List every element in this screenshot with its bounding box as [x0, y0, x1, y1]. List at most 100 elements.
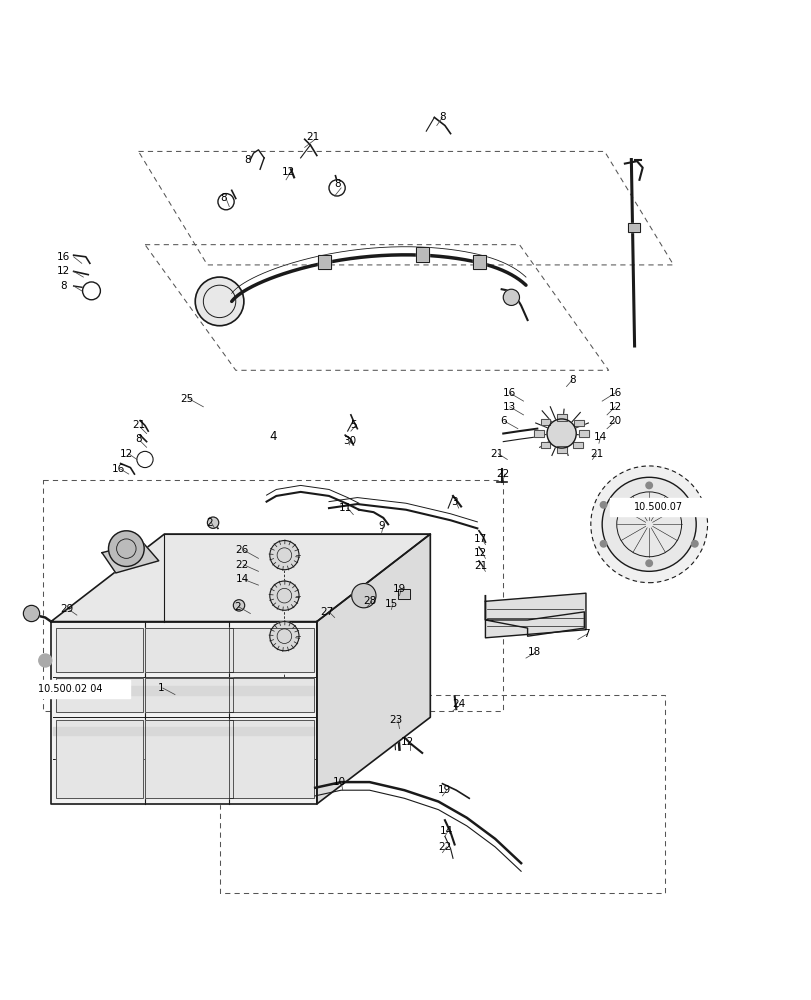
Text: 21: 21	[131, 420, 145, 430]
Text: 12: 12	[607, 402, 621, 412]
Text: 22: 22	[496, 469, 509, 479]
Text: 21: 21	[474, 561, 487, 571]
Text: 16: 16	[111, 464, 125, 474]
Circle shape	[39, 654, 52, 667]
Circle shape	[328, 180, 345, 196]
Bar	[56, 678, 144, 712]
Bar	[56, 628, 144, 672]
Text: 30: 30	[342, 436, 355, 446]
Text: 21: 21	[490, 449, 503, 459]
Bar	[145, 628, 232, 672]
Text: 21: 21	[306, 132, 319, 142]
Bar	[56, 720, 144, 798]
Polygon shape	[485, 593, 586, 638]
Bar	[229, 678, 314, 712]
Bar	[229, 720, 314, 798]
Text: 19: 19	[438, 785, 451, 795]
Bar	[556, 414, 566, 421]
Bar	[54, 686, 314, 695]
Bar	[556, 414, 566, 421]
Bar	[572, 442, 581, 448]
Text: 9: 9	[378, 521, 384, 531]
Bar	[229, 628, 314, 672]
Circle shape	[645, 482, 651, 489]
Text: 23: 23	[389, 715, 402, 725]
Text: 24: 24	[452, 699, 465, 709]
Text: 25: 25	[180, 394, 194, 404]
Bar	[145, 628, 232, 672]
Bar	[56, 720, 144, 798]
Text: 26: 26	[235, 545, 249, 555]
Text: 8: 8	[220, 193, 226, 203]
Circle shape	[599, 541, 606, 547]
Text: 2: 2	[206, 518, 212, 528]
Circle shape	[24, 605, 40, 622]
Circle shape	[691, 502, 697, 508]
Polygon shape	[485, 596, 584, 636]
Text: 6: 6	[500, 416, 506, 426]
Text: 8: 8	[244, 155, 251, 165]
Bar	[610, 498, 706, 516]
Bar	[416, 247, 429, 262]
Bar	[572, 442, 581, 448]
Circle shape	[269, 622, 298, 651]
Bar	[556, 446, 566, 453]
Text: 8: 8	[569, 375, 575, 385]
Bar	[258, 425, 286, 448]
Polygon shape	[102, 542, 159, 573]
Circle shape	[351, 583, 375, 608]
Text: 4: 4	[268, 430, 276, 443]
Bar	[56, 628, 144, 672]
Bar	[318, 255, 331, 269]
Circle shape	[599, 502, 606, 508]
Circle shape	[269, 541, 298, 570]
Circle shape	[109, 531, 144, 566]
Bar	[573, 420, 583, 426]
Bar	[540, 442, 550, 448]
Circle shape	[269, 581, 298, 610]
Bar	[397, 589, 410, 599]
Bar	[540, 419, 550, 425]
Text: 27: 27	[320, 607, 333, 617]
Text: 11: 11	[338, 503, 351, 513]
Text: 10.500.07: 10.500.07	[633, 502, 683, 512]
Bar	[573, 420, 583, 426]
Bar	[534, 430, 543, 437]
Text: 16: 16	[503, 388, 516, 398]
Text: 2: 2	[234, 602, 240, 612]
Bar	[229, 628, 314, 672]
Bar	[229, 678, 314, 712]
Circle shape	[207, 517, 218, 528]
Bar	[628, 223, 640, 232]
Text: 7: 7	[582, 629, 589, 639]
Bar	[628, 223, 640, 232]
Text: 15: 15	[384, 599, 397, 609]
Bar	[11, 680, 131, 698]
Bar	[579, 430, 589, 437]
Circle shape	[602, 477, 695, 571]
Text: 10.500.02 04: 10.500.02 04	[38, 684, 102, 694]
Bar	[540, 442, 550, 448]
Polygon shape	[316, 534, 430, 804]
Text: 14: 14	[235, 574, 249, 584]
Circle shape	[217, 194, 234, 210]
Text: 29: 29	[61, 604, 74, 614]
Circle shape	[195, 277, 243, 326]
Text: 18: 18	[527, 647, 540, 657]
Bar	[579, 430, 589, 437]
Circle shape	[691, 541, 697, 547]
Bar	[397, 589, 410, 599]
Bar	[145, 720, 232, 798]
Circle shape	[137, 451, 153, 468]
Text: 12: 12	[474, 548, 487, 558]
Text: 12: 12	[58, 266, 71, 276]
Bar	[56, 678, 144, 712]
Text: 22: 22	[438, 842, 451, 852]
Polygon shape	[51, 534, 430, 622]
Text: 22: 22	[235, 560, 249, 570]
Bar	[145, 720, 232, 798]
Text: 28: 28	[363, 596, 375, 606]
Text: 14: 14	[440, 826, 453, 836]
Circle shape	[590, 466, 706, 583]
Bar	[145, 678, 232, 712]
